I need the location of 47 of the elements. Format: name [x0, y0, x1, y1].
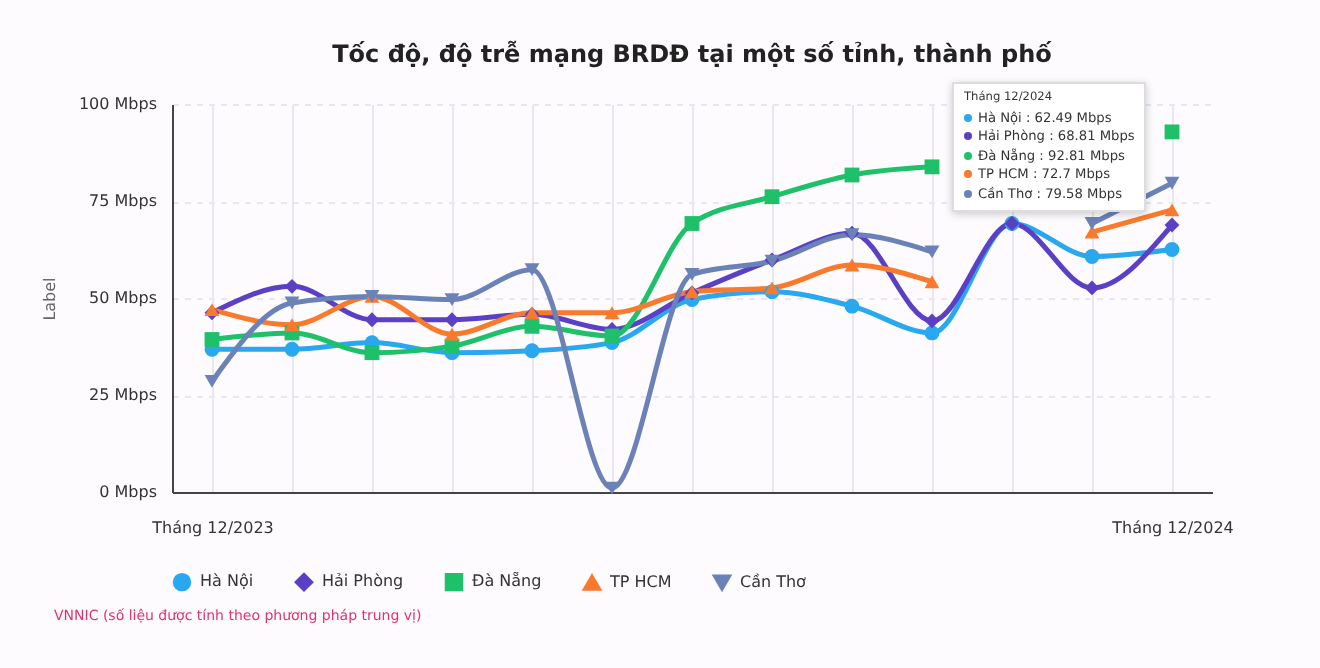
point — [924, 275, 940, 289]
point — [684, 216, 700, 231]
point — [764, 281, 780, 295]
point — [284, 318, 300, 332]
point — [924, 313, 940, 329]
point — [444, 293, 460, 306]
point — [524, 263, 540, 277]
y-tick-label: 50 Mbps — [89, 289, 157, 307]
point — [924, 325, 940, 341]
point — [604, 306, 620, 320]
point — [444, 327, 460, 341]
point — [1164, 124, 1180, 140]
point — [1084, 280, 1100, 296]
point — [524, 318, 540, 334]
point — [284, 341, 300, 357]
legend-label: TP HCM — [608, 572, 672, 591]
point — [924, 159, 940, 175]
legend-label: Hải Phòng — [322, 572, 404, 591]
x-tick-label: Tháng 12/2023 — [150, 519, 274, 537]
point — [1164, 176, 1180, 190]
point — [1164, 242, 1180, 257]
point — [284, 296, 300, 310]
point — [1084, 249, 1100, 264]
y-axis-title: Label — [40, 277, 59, 321]
point — [844, 298, 860, 314]
point — [364, 312, 380, 328]
point — [204, 332, 220, 347]
legend-label: Đà Nẵng — [472, 572, 542, 591]
point — [604, 481, 620, 495]
point — [924, 245, 940, 259]
point — [524, 343, 540, 359]
point — [1164, 203, 1180, 217]
chart-title: Tốc độ, độ trễ mạng BRDĐ tại một số tỉnh, thành phố — [332, 40, 1054, 68]
y-tick-label: 25 Mbps — [89, 386, 157, 404]
point — [1084, 217, 1100, 230]
point — [364, 345, 380, 361]
point — [204, 375, 220, 388]
y-tick-label: 75 Mbps — [89, 192, 157, 210]
point — [1164, 217, 1180, 233]
point — [844, 258, 860, 272]
legend-label: Cần Thơ — [740, 572, 807, 591]
y-tick-label: 0 Mbps — [99, 483, 157, 501]
point — [284, 278, 300, 294]
y-tick-label: 100 Mbps — [78, 95, 157, 113]
legend-label: Hà Nội — [200, 572, 254, 591]
point — [684, 267, 700, 281]
point — [764, 189, 780, 205]
